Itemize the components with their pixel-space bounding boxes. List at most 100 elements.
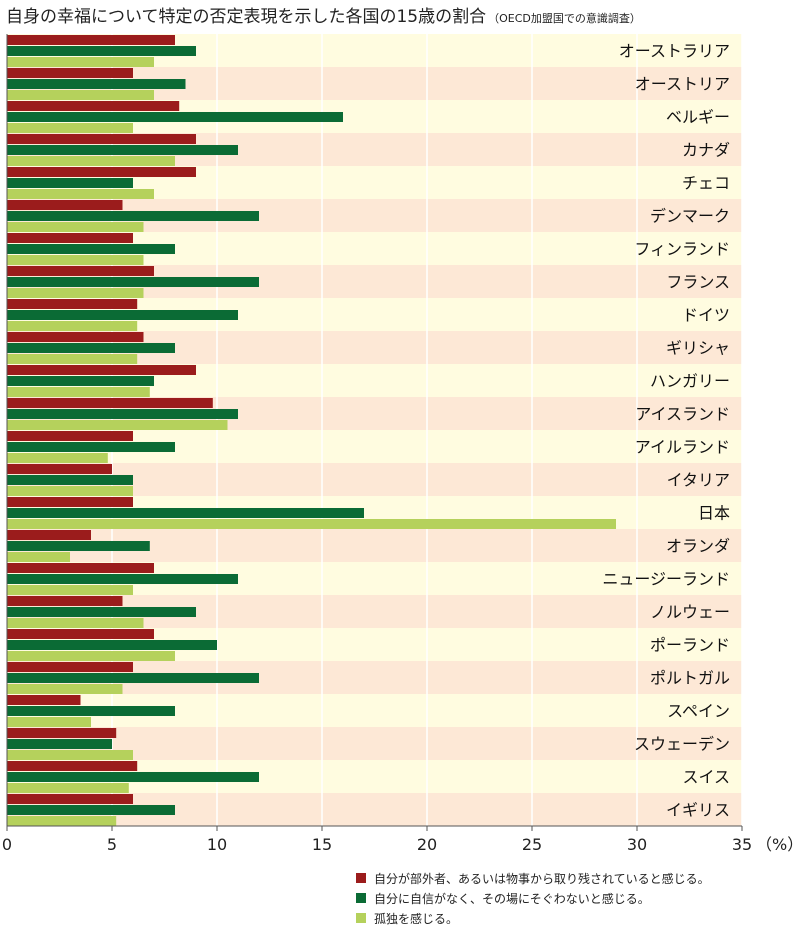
bar: [7, 706, 175, 716]
bar: [7, 156, 175, 166]
bar: [7, 541, 150, 551]
country-label: スペイン: [667, 702, 730, 721]
bar: [7, 453, 108, 463]
bar: [7, 398, 213, 408]
bar: [7, 728, 117, 738]
bar: [7, 596, 123, 606]
bar: [7, 629, 154, 639]
x-axis: 0 5 10 15 20 25 30 35 （%）: [2, 34, 800, 854]
legend-item: 自分が部外者、あるいは物事から取り残されていると感じる。: [356, 868, 710, 888]
country-label: イギリス: [666, 801, 730, 820]
bar: [7, 574, 238, 584]
bar: [7, 497, 133, 507]
bar: [7, 167, 196, 177]
bar: [7, 431, 133, 441]
country-label: フランス: [666, 273, 730, 292]
country-label: 日本: [698, 504, 730, 523]
bar: [7, 101, 180, 111]
x-tick-label: 30: [627, 835, 647, 854]
country-label: オランダ: [666, 537, 730, 556]
bar: [7, 189, 154, 199]
bar: [7, 266, 154, 276]
legend-label: 自分に自信がなく、その場にそぐわないと感じる。: [374, 891, 650, 906]
legend-label: 孤独を感じる。: [374, 911, 459, 926]
bar: [7, 486, 133, 496]
bar: [7, 508, 364, 518]
bar: [7, 442, 175, 452]
x-axis-unit: （%）: [756, 835, 800, 854]
legend-swatch: [356, 913, 366, 923]
bar: [7, 519, 616, 529]
bar: [7, 475, 133, 485]
country-label: オーストリア: [635, 75, 730, 94]
bar: [7, 112, 343, 122]
country-label: デンマーク: [650, 207, 730, 226]
bar: [7, 750, 133, 760]
bar: [7, 299, 138, 309]
legend: 自分が部外者、あるいは物事から取り残されていると感じる。 自分に自信がなく、その…: [356, 868, 710, 928]
bar: [7, 332, 144, 342]
country-label: ノルウェー: [650, 603, 730, 622]
country-label: オーストラリア: [619, 42, 730, 61]
country-label: ドイツ: [682, 306, 730, 325]
bar: [7, 662, 133, 672]
chart-title: 自身の幸福について特定の否定表現を示した各国の15歳の割合 （OECD加盟国での意…: [6, 2, 641, 27]
country-labels: オーストラリアオーストリアベルギーカナダチェコデンマークフィンランドフランスドイ…: [602, 42, 730, 820]
legend-swatch: [356, 893, 366, 903]
country-label: スイス: [682, 768, 730, 787]
bars: [7, 35, 616, 826]
x-tick-label: 10: [207, 835, 227, 854]
bar: [7, 772, 259, 782]
x-tick-label: 20: [417, 835, 437, 854]
bar: [7, 35, 175, 45]
bar: [7, 90, 154, 100]
x-tick-label: 0: [2, 835, 12, 854]
bar: [7, 46, 196, 56]
bar: [7, 310, 238, 320]
bar: [7, 354, 138, 364]
title-sub: （OECD加盟国での意識調査）: [488, 12, 641, 25]
bar: [7, 563, 154, 573]
bar: [7, 288, 144, 298]
bar: [7, 739, 112, 749]
country-label: ハンガリー: [650, 372, 730, 391]
bar: [7, 57, 154, 67]
bar: [7, 277, 259, 287]
title-main: 自身の幸福について特定の否定表現を示した各国の15歳の割合: [6, 7, 487, 27]
bar: [7, 717, 91, 727]
bar: [7, 222, 144, 232]
bar: [7, 673, 259, 683]
country-label: カナダ: [682, 141, 730, 160]
bar: [7, 816, 117, 826]
bar: [7, 607, 196, 617]
bar: [7, 200, 123, 210]
country-label: ポーランド: [650, 636, 730, 655]
bar: [7, 783, 129, 793]
x-tick-label: 25: [522, 835, 542, 854]
legend-label: 自分が部外者、あるいは物事から取り残されていると感じる。: [374, 871, 710, 886]
bar: [7, 145, 238, 155]
legend-item: 孤独を感じる。: [356, 908, 710, 928]
country-label: ベルギー: [666, 108, 730, 127]
country-label: フィンランド: [634, 240, 730, 259]
bar: [7, 618, 144, 628]
country-label: スウェーデン: [634, 735, 730, 754]
bar: [7, 255, 144, 265]
bar: [7, 365, 196, 375]
bar: [7, 68, 133, 78]
bar: [7, 387, 150, 397]
bar: [7, 640, 217, 650]
country-label: ニュージーランド: [602, 570, 730, 589]
bar: [7, 464, 112, 474]
bar: [7, 651, 175, 661]
bar: [7, 123, 133, 133]
bar: [7, 794, 133, 804]
x-tick-label: 15: [312, 835, 332, 854]
bar: [7, 178, 133, 188]
bar: [7, 761, 138, 771]
country-label: チェコ: [682, 174, 730, 193]
bar: [7, 585, 133, 595]
bar: [7, 79, 186, 89]
bar: [7, 684, 123, 694]
